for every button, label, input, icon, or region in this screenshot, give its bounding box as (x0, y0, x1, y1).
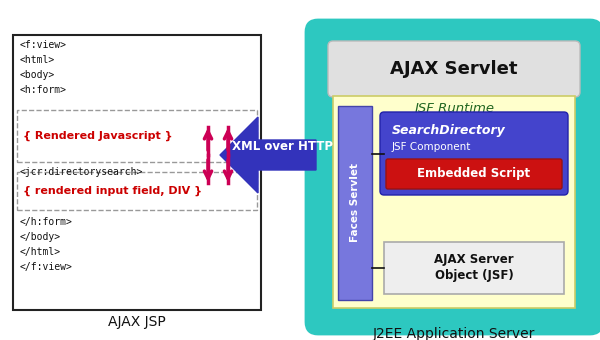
FancyBboxPatch shape (17, 172, 257, 210)
Text: </h:form>: </h:form> (20, 217, 73, 227)
Text: JSF Component: JSF Component (392, 142, 472, 152)
FancyBboxPatch shape (338, 106, 372, 300)
Text: </f:view>: </f:view> (20, 262, 73, 272)
Text: <f:view>: <f:view> (20, 40, 67, 50)
Text: <body>: <body> (20, 70, 55, 80)
FancyBboxPatch shape (17, 110, 257, 162)
Text: AJAX JSP: AJAX JSP (108, 315, 166, 329)
Text: <html>: <html> (20, 55, 55, 65)
Text: <jcr:directorysearch>: <jcr:directorysearch> (20, 167, 143, 177)
Text: <h:form>: <h:form> (20, 85, 67, 95)
Text: SearchDirectory: SearchDirectory (392, 124, 506, 137)
Text: Faces Servlet: Faces Servlet (350, 164, 360, 242)
Text: Embedded Script: Embedded Script (418, 168, 530, 181)
Text: JSF Runtime: JSF Runtime (414, 102, 494, 115)
FancyBboxPatch shape (380, 112, 568, 195)
Polygon shape (220, 117, 316, 193)
Text: </html>: </html> (20, 247, 61, 257)
FancyBboxPatch shape (333, 96, 575, 308)
Text: J2EE Application Server: J2EE Application Server (373, 327, 535, 340)
FancyBboxPatch shape (328, 41, 580, 97)
FancyBboxPatch shape (306, 20, 600, 334)
FancyBboxPatch shape (384, 242, 564, 294)
Text: { rendered input field, DIV }: { rendered input field, DIV } (23, 186, 202, 196)
Text: AJAX Servlet: AJAX Servlet (390, 60, 518, 78)
Text: </body>: </body> (20, 232, 61, 242)
Text: AJAX Server: AJAX Server (434, 254, 514, 267)
Text: Object (JSF): Object (JSF) (434, 270, 514, 283)
FancyBboxPatch shape (386, 159, 562, 189)
Text: XML over HTTP: XML over HTTP (233, 140, 334, 153)
Text: { Rendered Javascript }: { Rendered Javascript } (23, 131, 173, 141)
FancyBboxPatch shape (13, 35, 261, 310)
